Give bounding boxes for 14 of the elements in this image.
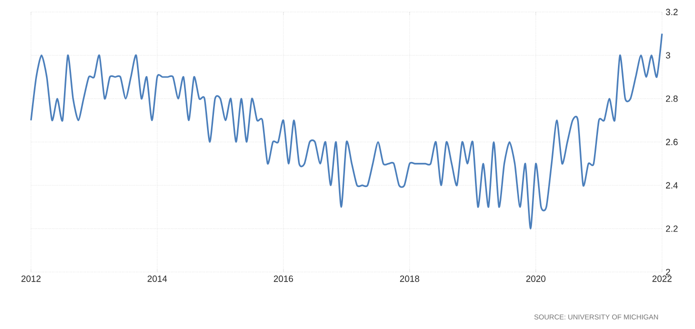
y-tick-label: 2.6 bbox=[666, 138, 678, 146]
x-tick-label: 2018 bbox=[400, 276, 420, 282]
y-tick-label: 2.8 bbox=[666, 95, 678, 102]
y-tick-label: 2.2 bbox=[666, 226, 678, 232]
y-tick-label: 2.4 bbox=[666, 182, 678, 188]
y-tick-label: 2 bbox=[666, 268, 670, 276]
x-tick-label: 2020 bbox=[526, 276, 546, 282]
x-tick-label: 2012 bbox=[21, 276, 41, 282]
y-tick-label: 3 bbox=[666, 52, 670, 59]
line-series bbox=[30, 32, 663, 230]
x-tick-label: 2022 bbox=[652, 276, 672, 282]
x-tick-label: 2014 bbox=[148, 276, 167, 282]
x-tick-label: 2016 bbox=[274, 276, 294, 282]
y-tick-label: 3.2 bbox=[666, 8, 678, 16]
